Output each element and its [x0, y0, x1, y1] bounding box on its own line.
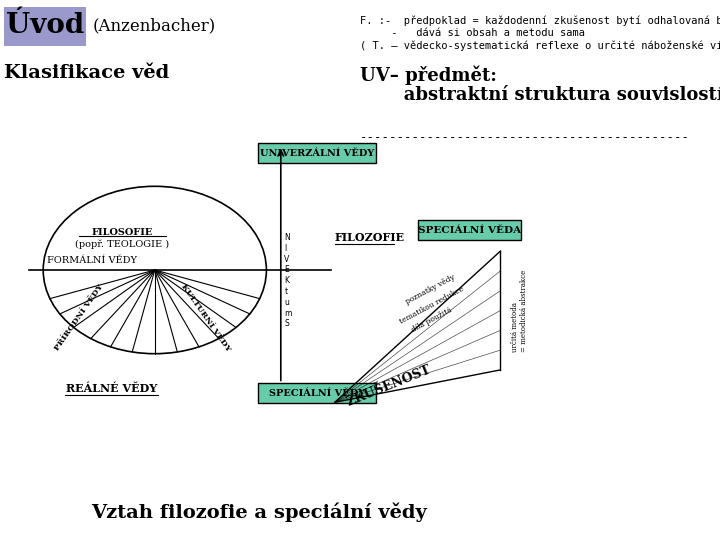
Text: (popř. TEOLOGIE ): (popř. TEOLOGIE )	[76, 239, 169, 249]
Text: poznatky vědy: poznatky vědy	[405, 274, 456, 306]
Text: SPECIÁLNÍ VĚDY: SPECIÁLNÍ VĚDY	[269, 389, 365, 398]
Text: PŘÍRODNÍ VĚDY: PŘÍRODNÍ VĚDY	[53, 283, 105, 352]
Text: UNIVERZÁLNÍ VĚDY: UNIVERZÁLNÍ VĚDY	[260, 149, 374, 158]
Text: FORMÁLNÍ VĚDY: FORMÁLNÍ VĚDY	[47, 255, 137, 265]
Text: abstraktní struktura souvislostí: abstraktní struktura souvislostí	[360, 86, 720, 104]
Text: I: I	[284, 244, 287, 253]
Text: Klasifikace věd: Klasifikace věd	[4, 64, 169, 82]
Text: určitá metoda
= metodická abstrakce: určitá metoda = metodická abstrakce	[511, 269, 528, 352]
Text: m: m	[284, 309, 292, 318]
Text: V: V	[284, 255, 289, 264]
FancyBboxPatch shape	[418, 220, 521, 240]
Text: FILOZOFIE: FILOZOFIE	[335, 232, 405, 243]
Text: UV– předmět:: UV– předmět:	[360, 66, 497, 85]
Text: SPECIÁLNÍ VĚDA: SPECIÁLNÍ VĚDA	[418, 226, 521, 234]
Text: K: K	[284, 276, 289, 285]
Text: S: S	[284, 320, 289, 328]
Text: Úvod: Úvod	[6, 12, 84, 39]
Text: KULTURNÍ VĚDY: KULTURNÍ VĚDY	[179, 282, 232, 353]
Text: t: t	[284, 287, 287, 296]
FancyBboxPatch shape	[4, 7, 86, 46]
Text: díla použitá: díla použitá	[410, 306, 454, 334]
Text: u: u	[284, 298, 289, 307]
Text: ZKUŠENOST: ZKUŠENOST	[345, 363, 433, 409]
Text: --------------------------------------------: ----------------------------------------…	[360, 131, 690, 144]
Text: -   dává si obsah a metodu sama: - dává si obsah a metodu sama	[360, 28, 585, 38]
Text: ( T. – vědecko-systematická reflexe o určité náboženské víře): ( T. – vědecko-systematická reflexe o ur…	[360, 40, 720, 51]
Text: REÁLNÉ VĚDY: REÁLNÉ VĚDY	[66, 383, 157, 394]
FancyBboxPatch shape	[258, 383, 376, 403]
Text: F. :-  předpoklad = každodenní zkušenost bytí odhalovaná běžnou řečí: F. :- předpoklad = každodenní zkušenost …	[360, 15, 720, 25]
Text: N: N	[284, 233, 290, 242]
Text: Vztah filozofie a speciální vědy: Vztah filozofie a speciální vědy	[91, 502, 427, 522]
Text: FILOSOFIE: FILOSOFIE	[91, 228, 153, 237]
FancyBboxPatch shape	[258, 143, 376, 163]
Text: tematikou redukce: tematikou redukce	[398, 285, 466, 326]
Text: E: E	[284, 266, 289, 274]
Text: (Anzenbacher): (Anzenbacher)	[92, 17, 215, 35]
